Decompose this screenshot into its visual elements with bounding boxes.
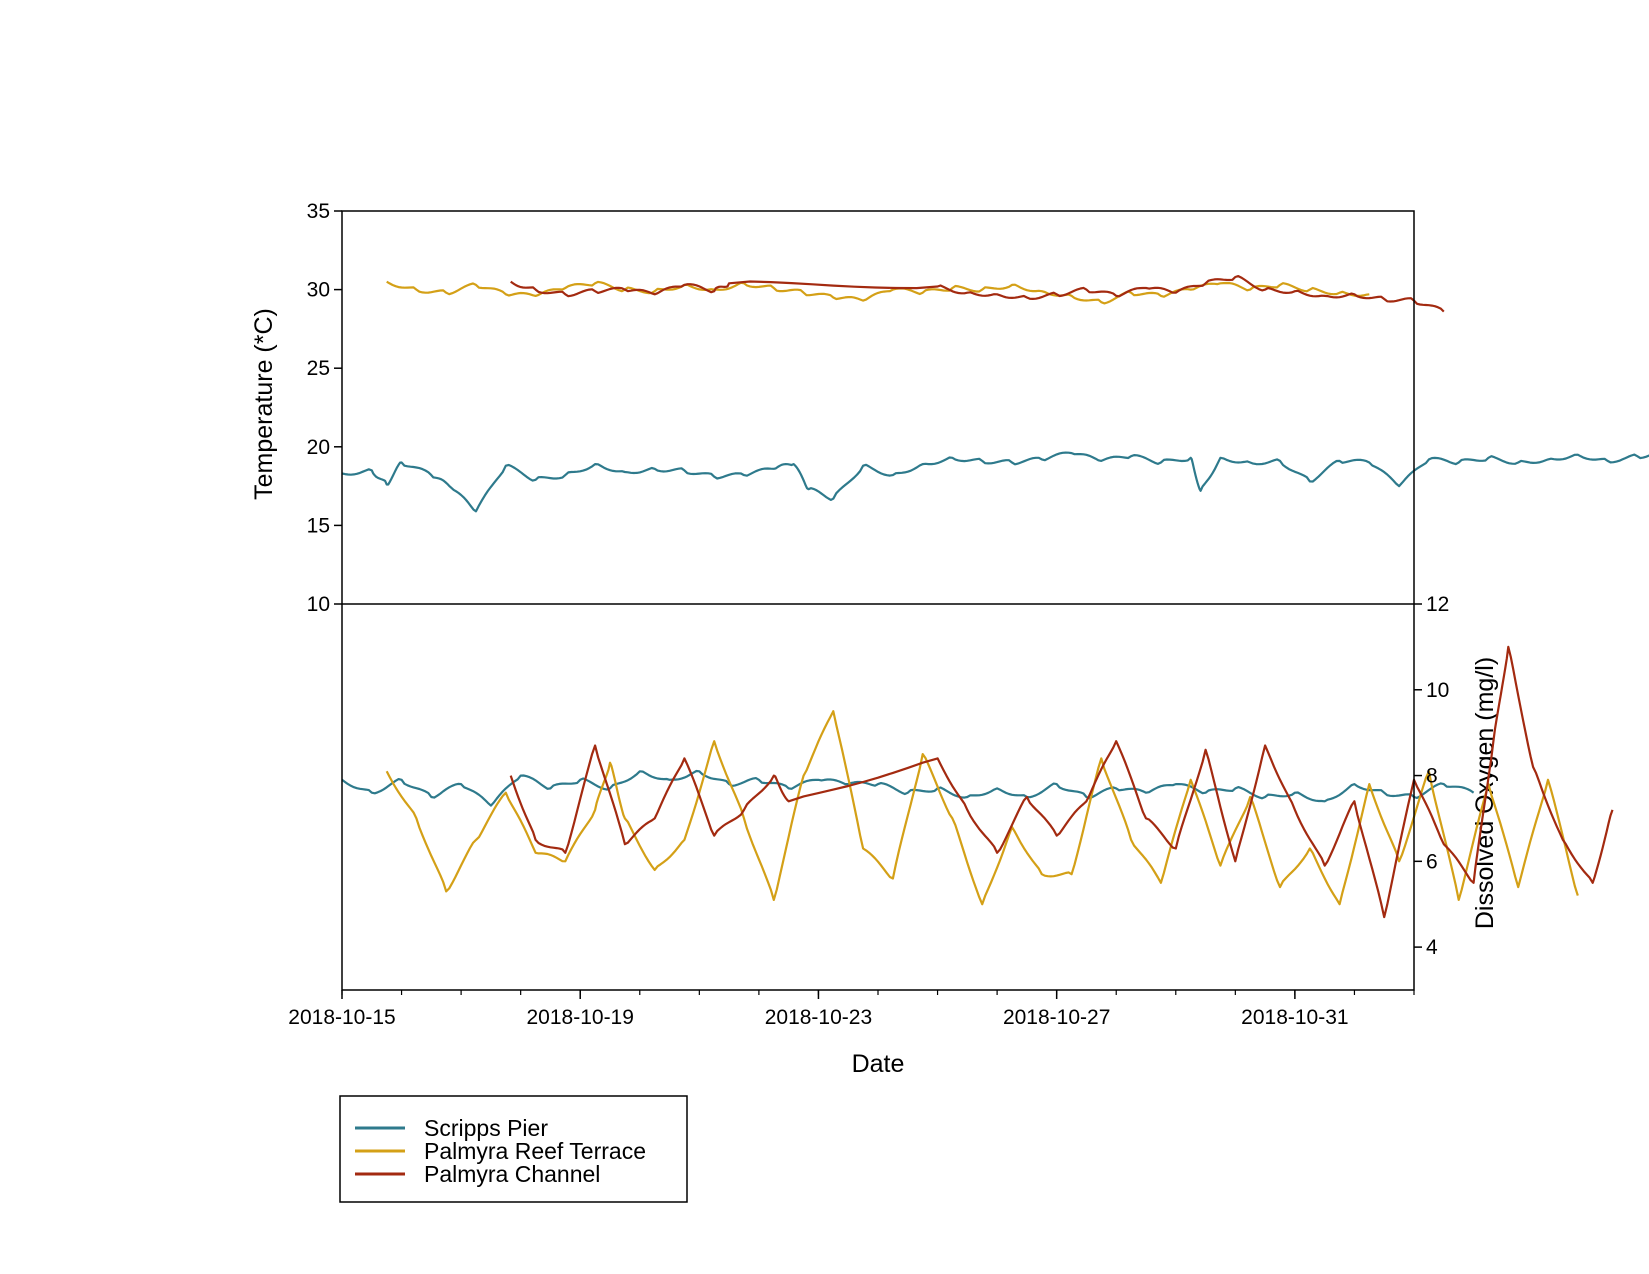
do-y-tick-label-4: 4 [1426, 936, 1438, 959]
do-y-tick-label-6: 6 [1426, 850, 1438, 873]
temperature-y-tick-label-15: 15 [307, 514, 330, 537]
do-y-tick-label-8: 8 [1426, 765, 1438, 788]
x-tick-label-2018-10-31: 2018-10-31 [1241, 1006, 1348, 1029]
x-tick-label-2018-10-15: 2018-10-15 [288, 1006, 395, 1029]
temperature-series-palmyra-channel [510, 275, 1445, 313]
legend-box [339, 1095, 688, 1203]
x-tick-label-2018-10-23: 2018-10-23 [765, 1006, 872, 1029]
x-axis-title: Date [852, 1050, 905, 1078]
do-y-tick-label-10: 10 [1426, 679, 1449, 702]
temperature-y-tick-label-35: 35 [307, 200, 330, 223]
legend-label-palmyra-channel: Palmyra Channel [424, 1161, 600, 1187]
temperature-y-tick-label-30: 30 [307, 279, 330, 302]
legend: Scripps Pier Palmyra Reef Terrace Palmyr… [339, 1095, 688, 1203]
temperature-y-tick-label-20: 20 [307, 436, 330, 459]
temperature-series-scripps-pier [341, 451, 1649, 513]
temperature-y-tick-label-25: 25 [307, 357, 330, 380]
data-layer: 10 15 20 25 30 35 4 6 8 10 12 2018-10-15 2018-10-19 2… [288, 200, 1649, 1029]
temperature-axis-title: Temperature (*C) [250, 308, 278, 500]
dissolved_oxygen-series-scripps-pier [341, 769, 1475, 807]
x-tick-label-2018-10-19: 2018-10-19 [527, 1006, 634, 1029]
do-y-tick-label-12: 12 [1426, 593, 1449, 616]
dissolved_oxygen-series-palmyra-reef-terrace [385, 710, 1579, 906]
dissolved_oxygen-series-palmyra-channel [509, 645, 1614, 919]
x-tick-label-2018-10-27: 2018-10-27 [1003, 1006, 1110, 1029]
legend-label-scripps-pier: Scripps Pier [424, 1115, 548, 1141]
temperature-y-tick-label-10: 10 [307, 593, 330, 616]
legend-label-palmyra-reef-terrace: Palmyra Reef Terrace [424, 1138, 646, 1164]
